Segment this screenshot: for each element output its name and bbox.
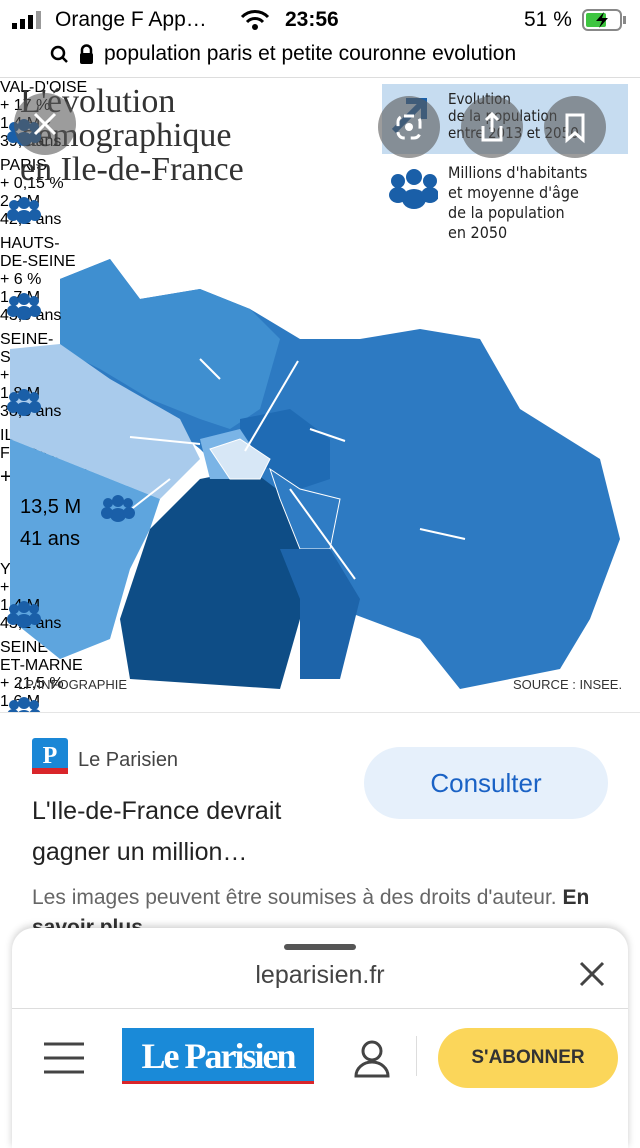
result-title: L'Ile-de-France devrait gagner un million… <box>32 791 281 873</box>
people-icon <box>7 601 41 628</box>
region-name-line: DE-SEINE <box>0 253 76 270</box>
legend-line: en 2050 <box>448 223 508 242</box>
region-population: 13,5 M <box>20 496 82 518</box>
sheet-close[interactable] <box>578 960 606 988</box>
region-name-line: ET-MARNE <box>0 657 83 674</box>
sheet-handle[interactable] <box>284 944 356 950</box>
people-icon <box>7 697 41 712</box>
infographic: L'évolution démographique en Ile-de-France… <box>0 79 640 712</box>
region-name-line: SEINE- <box>0 331 54 348</box>
site-favicon: P <box>32 738 68 774</box>
divider <box>12 1008 628 1009</box>
region-name-line: PARIS <box>0 157 47 174</box>
region-name-line: SEINE- <box>0 639 54 656</box>
region-stats: 2,2 M42,2 ans <box>0 193 108 229</box>
svg-text:P: P <box>43 743 58 769</box>
bottom-sheet: leparisien.fr Le Parisien S'ABONNER <box>12 928 628 1148</box>
share-button[interactable] <box>461 96 523 158</box>
region-name: VAL-D'OISE <box>0 79 105 97</box>
region-label: SEINE-ET-MARNE+ 21,5 %1,6 M41,6 ans <box>0 639 112 712</box>
legend-line: Millions d'habitants <box>448 163 588 182</box>
bookmark-button[interactable] <box>544 96 606 158</box>
site-name: Le Parisien <box>78 749 179 771</box>
site-logo[interactable]: Le Parisien <box>122 1028 314 1084</box>
region-stats: 1,6 M41,6 ans <box>0 693 112 712</box>
people-icon <box>101 495 135 522</box>
carrier: Orange F App… <box>55 8 207 31</box>
search-lock-icon <box>50 44 93 64</box>
title-line: en Ile-de-France <box>20 151 244 188</box>
legend-line: de la population <box>448 203 565 222</box>
lens-button[interactable] <box>378 96 440 158</box>
close-button[interactable] <box>14 93 76 155</box>
legend-population: Millions d'habitants et moyenne d'âge de l… <box>448 163 587 243</box>
legend-line: et moyenne d'âge <box>448 183 579 202</box>
source: SOURCE : INSEE. <box>513 677 623 692</box>
region-stats: 1,8 M38,3 ans <box>0 385 105 421</box>
consult-button[interactable]: Consulter <box>364 747 608 819</box>
separator <box>416 1036 417 1076</box>
url-text: population paris et petite couronne evol… <box>104 42 517 65</box>
region-name: PARIS <box>0 157 108 175</box>
region-name: SEINE- ET-MARNE <box>0 639 112 675</box>
region-name: HAUTS- DE-SEINE <box>0 235 113 271</box>
credit: LP/INFOGRAPHIE <box>18 677 128 692</box>
battery-level: 51 % <box>524 8 572 31</box>
notice-text: Les images peuvent être soumises à des d… <box>32 886 557 909</box>
account-icon[interactable] <box>352 1038 392 1078</box>
region-stats: 1,4 M43,2 ans <box>0 597 108 633</box>
battery-icon <box>582 9 626 31</box>
title-line: L'Ile-de-France devrait <box>32 797 282 825</box>
menu-icon[interactable] <box>42 1040 86 1076</box>
wifi-icon <box>240 10 270 30</box>
time: 23:56 <box>285 8 339 31</box>
status-bar: Orange F App… 23:56 51 % <box>0 0 640 44</box>
people-icon <box>7 293 41 320</box>
region-label: PARIS+ 0,15 %2,2 M42,2 ans <box>0 157 108 235</box>
region-change: + 21,5 % <box>0 675 64 692</box>
subscribe-button[interactable]: S'ABONNER <box>438 1028 618 1088</box>
region-stats: 1,7 M43,5 ans <box>0 289 113 325</box>
region-name-line: VAL-D'OISE <box>0 79 88 96</box>
title-line: gagner un million… <box>32 838 248 866</box>
region-age: 41 ans <box>20 528 81 550</box>
result-card: P Le Parisien L'Ile-de-France devrait gag… <box>0 712 640 942</box>
region-label: HAUTS-DE-SEINE+ 6 %1,7 M43,5 ans <box>0 235 113 331</box>
region-change: + 6 % <box>0 271 42 288</box>
signal-icon <box>12 11 41 29</box>
url-bar[interactable]: population paris et petite couronne evol… <box>0 38 640 78</box>
region-name-line: HAUTS- <box>0 235 60 252</box>
sheet-domain: leparisien.fr <box>255 961 385 989</box>
region-change: + 0,15 % <box>0 175 64 192</box>
people-icon <box>7 197 41 224</box>
people-icon <box>7 389 41 416</box>
region-stats: 13,5 M 41 ans <box>0 491 143 555</box>
